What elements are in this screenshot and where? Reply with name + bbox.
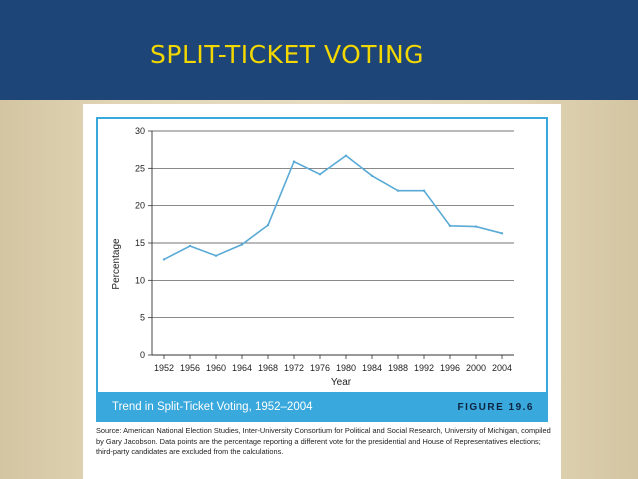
- y-tick-label: 0: [140, 350, 145, 360]
- y-tick-label: 10: [135, 275, 145, 285]
- x-axis-title: Year: [331, 377, 352, 388]
- data-point: [422, 189, 426, 192]
- x-tick-label: 1980: [336, 363, 356, 373]
- y-axis-title: Percentage: [111, 238, 122, 290]
- x-tick-label: 1956: [180, 363, 200, 373]
- x-tick-label: 1960: [206, 363, 226, 373]
- data-point: [318, 173, 322, 176]
- x-tick-label: 1952: [154, 363, 174, 373]
- x-tick-label: 1976: [310, 363, 330, 373]
- x-tick-label: 1988: [388, 363, 408, 373]
- chart-frame-border: [96, 117, 548, 394]
- x-tick-label: 1964: [232, 363, 252, 373]
- y-tick-label: 30: [135, 126, 145, 136]
- data-point: [292, 160, 296, 163]
- source-note: Source: American National Election Studi…: [96, 426, 551, 457]
- y-tick-label: 5: [140, 313, 145, 323]
- figure-caption: Trend in Split-Ticket Voting, 1952–2004: [112, 401, 313, 413]
- x-tick-label: 1992: [414, 363, 434, 373]
- data-point: [474, 225, 478, 228]
- y-tick-label: 20: [135, 201, 145, 211]
- data-point: [344, 154, 348, 157]
- title-band: SPLIT-TICKET VOTING: [0, 0, 638, 100]
- slide-title: SPLIT-TICKET VOTING: [150, 40, 425, 69]
- series-line: [163, 154, 503, 261]
- data-point: [500, 232, 504, 235]
- x-tick-label: 1968: [258, 363, 278, 373]
- x-tick-label: 1984: [362, 363, 382, 373]
- data-point: [448, 224, 452, 228]
- data-point: [162, 258, 166, 261]
- data-point: [266, 223, 270, 227]
- data-point: [214, 254, 218, 257]
- data-point: [370, 174, 374, 177]
- y-tick-label: 15: [135, 238, 145, 248]
- line-chart: 0 5 10 15 20 25 30 1952 1956 1960 1964 1968 1972 1976…: [96, 117, 548, 394]
- x-tick-label: 1996: [440, 363, 460, 373]
- data-point: [396, 189, 400, 192]
- y-tick-label: 25: [135, 163, 145, 173]
- data-point: [240, 243, 244, 246]
- x-tick-label: 2000: [466, 363, 486, 373]
- figure-number: FIGURE 19.6: [457, 402, 534, 413]
- data-point: [188, 244, 192, 248]
- x-tick-label: 1972: [284, 363, 304, 373]
- x-tick-label: 2004: [492, 363, 512, 373]
- figure-caption-bar: Trend in Split-Ticket Voting, 1952–2004 …: [96, 394, 548, 422]
